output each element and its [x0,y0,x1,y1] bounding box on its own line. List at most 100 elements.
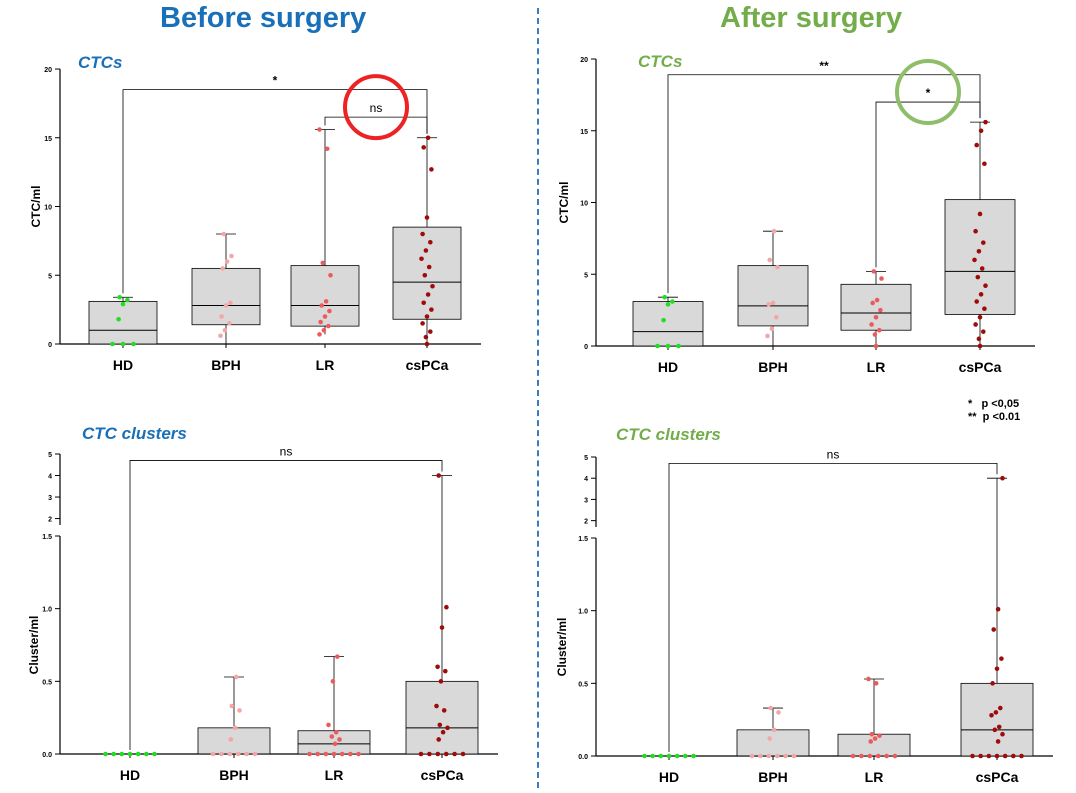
data-point-cspca [460,751,466,757]
data-point-lr [869,322,874,327]
data-point-lr [332,741,338,747]
data-point-bph [228,300,233,306]
data-point-cspca [423,248,429,253]
chart-title: CTCs [638,52,682,71]
data-point-cspca [978,292,984,297]
significance-bracket: * [122,74,428,294]
box-rect [632,301,704,347]
data-point-lr [320,260,326,266]
data-point-cspca [425,292,431,297]
data-point-bph [235,751,241,757]
data-point-bph [232,725,238,731]
data-point-bph [221,231,227,237]
data-point-hd [658,753,664,759]
data-point-hd [691,753,696,759]
data-point-hd [119,751,125,757]
box-rect [960,682,1034,757]
y-tick-label: 15 [580,129,588,136]
y-axis-label: Cluster/ml [555,618,569,677]
data-point-bph [771,727,777,733]
data-point-cspca [998,705,1003,711]
highlight-circle [895,59,961,126]
data-point-cspca [443,668,448,674]
box-cspca [405,473,479,757]
y-axis-label: CTC/ml [557,182,571,224]
data-point-lr [873,315,879,320]
chart-title: CTC clusters [82,424,187,443]
data-point-bph [244,751,249,757]
data-point-cspca [424,215,430,220]
box-bph [191,231,261,344]
data-point-cspca [436,737,442,742]
y-tick-label-upper: 5 [48,452,52,459]
ctc-before-chart: CTCs 0 5 10 15 20 CTC/ml HD BPH LR csPCa * ns [29,53,481,373]
box-cspca [392,135,462,347]
y-tick-label: 5 [584,272,588,279]
data-point-cspca [999,656,1004,661]
bracket-line [667,74,981,294]
data-point-hd [661,317,666,323]
data-point-cspca [428,329,433,334]
data-point-hd [120,301,126,307]
data-point-cspca [420,231,425,237]
data-point-cspca [427,751,432,757]
bracket-line [324,116,428,134]
data-point-lr [871,269,877,274]
data-point-hd [127,751,133,757]
data-point-cspca [439,625,445,630]
data-point-cspca [991,627,996,632]
data-point-cspca [429,167,434,172]
data-point-bph [224,259,230,264]
x-tick-label-cspca: csPCa [976,769,1019,785]
bracket-line [875,101,981,268]
data-point-cspca [975,274,981,280]
box-rect [191,267,261,326]
y-tick-label: 0.5 [578,681,588,688]
data-point-cspca [977,211,983,217]
data-point-cspca [425,135,431,141]
data-point-cspca [1019,753,1024,759]
y-tick-label-upper: 3 [48,495,52,502]
data-point-lr [330,679,336,684]
data-point-hd [665,302,671,307]
y-tick-label: 0 [584,344,588,351]
data-point-hd [144,751,149,757]
x-tick-label-cspca: csPCa [406,357,449,373]
data-point-lr [318,319,323,325]
data-point-lr [317,332,322,337]
x-tick-label-bph: BPH [211,357,241,373]
data-point-hd [131,341,136,347]
data-point-cspca [440,729,446,735]
box-rect [405,680,479,755]
y-tick-label-upper: 5 [584,455,588,462]
x-tick-label-hd: HD [659,769,679,785]
box-rect [88,300,158,345]
panel-divider [537,8,539,788]
y-tick-label-upper: 4 [48,474,52,481]
data-point-cspca [992,727,998,733]
data-point-lr [867,753,873,759]
box-rect [737,265,809,327]
data-point-lr [326,323,331,329]
data-point-cspca [972,257,977,263]
box-hd [633,753,705,759]
data-point-bph [210,751,216,757]
x-tick-label-cspca: csPCa [959,359,1002,375]
y-tick-label: 0.0 [42,752,52,759]
data-point-cspca [424,314,430,319]
y-tick-label: 1.0 [42,607,52,614]
x-tick-label-lr: LR [325,767,344,783]
significance-bracket: ns [668,447,998,752]
data-point-hd [103,751,108,757]
box-hd [632,294,704,349]
data-point-cspca [436,473,442,478]
data-point-hd [117,294,122,300]
data-point-cspca [438,679,444,684]
x-tick-label-bph: BPH [758,359,788,375]
chart-title: CTC clusters [616,425,721,444]
clusters-after-chart: CTC clusters 0.0 0.5 1.0 1.5 2 3 4 5 Cluster/ml HD… [555,425,1053,785]
box-cspca [960,475,1034,759]
data-point-lr [872,736,878,741]
significance-label: ns [370,101,383,115]
data-point-lr [326,722,331,728]
